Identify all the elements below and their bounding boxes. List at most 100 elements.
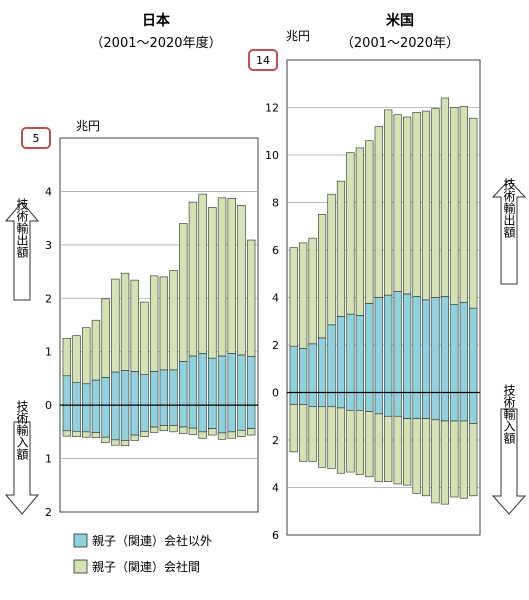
japan-bar-import-non-affiliated-2007 [120, 404, 130, 441]
us-y-tick-label: 8 [272, 197, 279, 210]
japan-bar-export-affiliated-2009 [140, 301, 149, 375]
japan-bar-export-non-affiliated-2016 [208, 357, 217, 406]
japan-bar-import-affiliated-2005 [101, 436, 110, 443]
japan-bar-export-non-affiliated-2004 [91, 379, 101, 406]
japan-export-label: 技術輸出額 [15, 198, 29, 259]
us-bar-import-affiliated-2004 [317, 406, 327, 468]
us-bar-export-affiliated-2009 [365, 140, 374, 304]
legend-label-non-affiliated: 親子（関連）会社以外 [92, 533, 212, 548]
japan-bar-import-non-affiliated-2013 [179, 404, 188, 428]
us-bar-import-affiliated-2019 [459, 420, 468, 499]
us-bar-export-non-affiliated-2010 [374, 297, 383, 393]
japan-bar-import-non-affiliated-2018 [227, 404, 236, 433]
japan-bar-export-non-affiliated-2020 [246, 356, 256, 406]
japan-y-tick-label: 2 [45, 292, 52, 305]
japan-bar-import-affiliated-2008 [130, 434, 139, 441]
us-bar-export-affiliated-2014 [412, 111, 421, 297]
japan-y-tick-label: 3 [45, 239, 52, 252]
us-bar-export-affiliated-2007 [346, 152, 355, 315]
us-bar-import-non-affiliated-2003 [308, 392, 317, 408]
japan-bar-export-affiliated-2016 [208, 207, 217, 359]
japan-bar-export-affiliated-2014 [188, 201, 198, 357]
us-title: 米国 [386, 12, 414, 29]
japan-bar-export-affiliated-2018 [227, 198, 236, 354]
japan-bar-export-affiliated-2017 [217, 197, 227, 357]
us-bar-import-non-affiliated-2014 [412, 392, 421, 419]
japan-import-arrow: 技術輸入額 [4, 400, 40, 515]
japan-highlight-box [21, 127, 51, 149]
us-bar-export-non-affiliated-2020 [469, 307, 478, 393]
us-bar-import-affiliated-2001 [289, 404, 298, 453]
us-bar-import-non-affiliated-2005 [327, 392, 336, 408]
japan-bar-export-non-affiliated-2013 [179, 361, 188, 406]
japan-bar-import-affiliated-2020 [246, 428, 256, 436]
japan-bar-import-affiliated-2001 [62, 430, 72, 437]
japan-bar-export-affiliated-2011 [159, 276, 169, 371]
japan-bar-import-affiliated-2013 [179, 426, 188, 434]
japan-bar-export-affiliated-2005 [101, 298, 110, 378]
us-bar-import-affiliated-2017 [440, 420, 450, 505]
japan-bar-import-non-affiliated-2012 [169, 404, 178, 426]
japan-bar-export-affiliated-2020 [246, 239, 256, 357]
us-y-tick-label: 6 [272, 244, 279, 257]
japan-subtitle: （2001～2020年度） [90, 35, 221, 51]
japan-bar-import-affiliated-2019 [237, 429, 246, 437]
us-bar-export-affiliated-2020 [469, 117, 478, 309]
us-import-arrow: 技術輸入額 [491, 384, 527, 515]
us-bar-export-non-affiliated-2005 [327, 324, 336, 393]
us-bar-import-non-affiliated-2002 [299, 392, 308, 405]
us-chart: 14 12 10 8 6 4 2 0 2 4 6 [248, 49, 481, 542]
japan-bar-export-affiliated-2006 [111, 278, 120, 373]
japan-bar-export-affiliated-2013 [179, 223, 188, 362]
japan-bar-export-affiliated-2008 [130, 279, 139, 372]
us-bar-export-non-affiliated-2007 [346, 313, 355, 393]
us-bar-export-non-affiliated-2012 [393, 291, 402, 393]
japan-bar-import-affiliated-2009 [140, 431, 149, 437]
us-bar-import-non-affiliated-2013 [403, 392, 412, 419]
japan-y-tick-label: 1 [45, 453, 52, 466]
us-bar-export-non-affiliated-2019 [459, 301, 468, 393]
japan-bar-import-affiliated-2017 [217, 432, 227, 440]
us-bar-import-non-affiliated-2007 [346, 392, 355, 411]
us-export-arrow: 技術輸出額 [491, 178, 527, 285]
us-bar-import-affiliated-2007 [346, 410, 355, 473]
japan-bar-import-non-affiliated-2003 [82, 404, 91, 433]
japan-bar-import-non-affiliated-2010 [149, 404, 159, 428]
us-export-label: 技術輸出額 [502, 178, 516, 239]
us-bar-export-affiliated-2006 [336, 180, 346, 317]
japan-bar-import-non-affiliated-2009 [140, 404, 149, 432]
japan-bar-export-non-affiliated-2001 [62, 375, 72, 406]
japan-bar-export-affiliated-2001 [62, 338, 72, 377]
legend: 親子（関連）会社以外 親子（関連）会社間 [73, 533, 212, 574]
japan-bar-import-non-affiliated-2002 [72, 404, 81, 432]
us-bar-import-non-affiliated-2010 [374, 392, 383, 415]
us-bar-export-affiliated-2017 [440, 97, 450, 297]
japan-bar-export-non-affiliated-2005 [101, 377, 110, 406]
us-bar-export-non-affiliated-2011 [384, 294, 393, 393]
us-bar-export-affiliated-2019 [459, 106, 468, 303]
us-bar-export-non-affiliated-2017 [440, 296, 450, 393]
japan-bar-export-affiliated-2002 [72, 335, 81, 384]
japan-bar-import-affiliated-2016 [208, 428, 217, 436]
japan-bar-import-affiliated-2015 [198, 431, 207, 439]
japan-bar-import-non-affiliated-2016 [208, 404, 217, 429]
legend-label-affiliated: 親子（関連）会社間 [92, 559, 200, 574]
us-bar-import-affiliated-2020 [469, 423, 478, 497]
japan-bar-import-affiliated-2012 [169, 425, 178, 433]
japan-bar-import-non-affiliated-2015 [198, 404, 207, 433]
us-unit-label: 兆円 [286, 29, 310, 43]
us-bar-import-non-affiliated-2011 [384, 392, 393, 417]
us-highlight-box [248, 49, 278, 71]
japan-bar-import-non-affiliated-2019 [237, 404, 246, 431]
us-bar-import-affiliated-2015 [421, 418, 431, 497]
japan-bar-export-non-affiliated-2015 [198, 353, 207, 406]
japan-bar-import-affiliated-2003 [82, 431, 91, 438]
us-bar-export-non-affiliated-2015 [421, 299, 431, 393]
us-bar-export-affiliated-2015 [421, 110, 431, 301]
us-bar-import-affiliated-2010 [374, 413, 383, 482]
us-y-tick-label: 4 [272, 482, 279, 495]
us-bar-export-non-affiliated-2008 [355, 315, 364, 393]
japan-bar-export-non-affiliated-2017 [217, 355, 227, 406]
japan-bar-import-affiliated-2018 [227, 431, 236, 439]
